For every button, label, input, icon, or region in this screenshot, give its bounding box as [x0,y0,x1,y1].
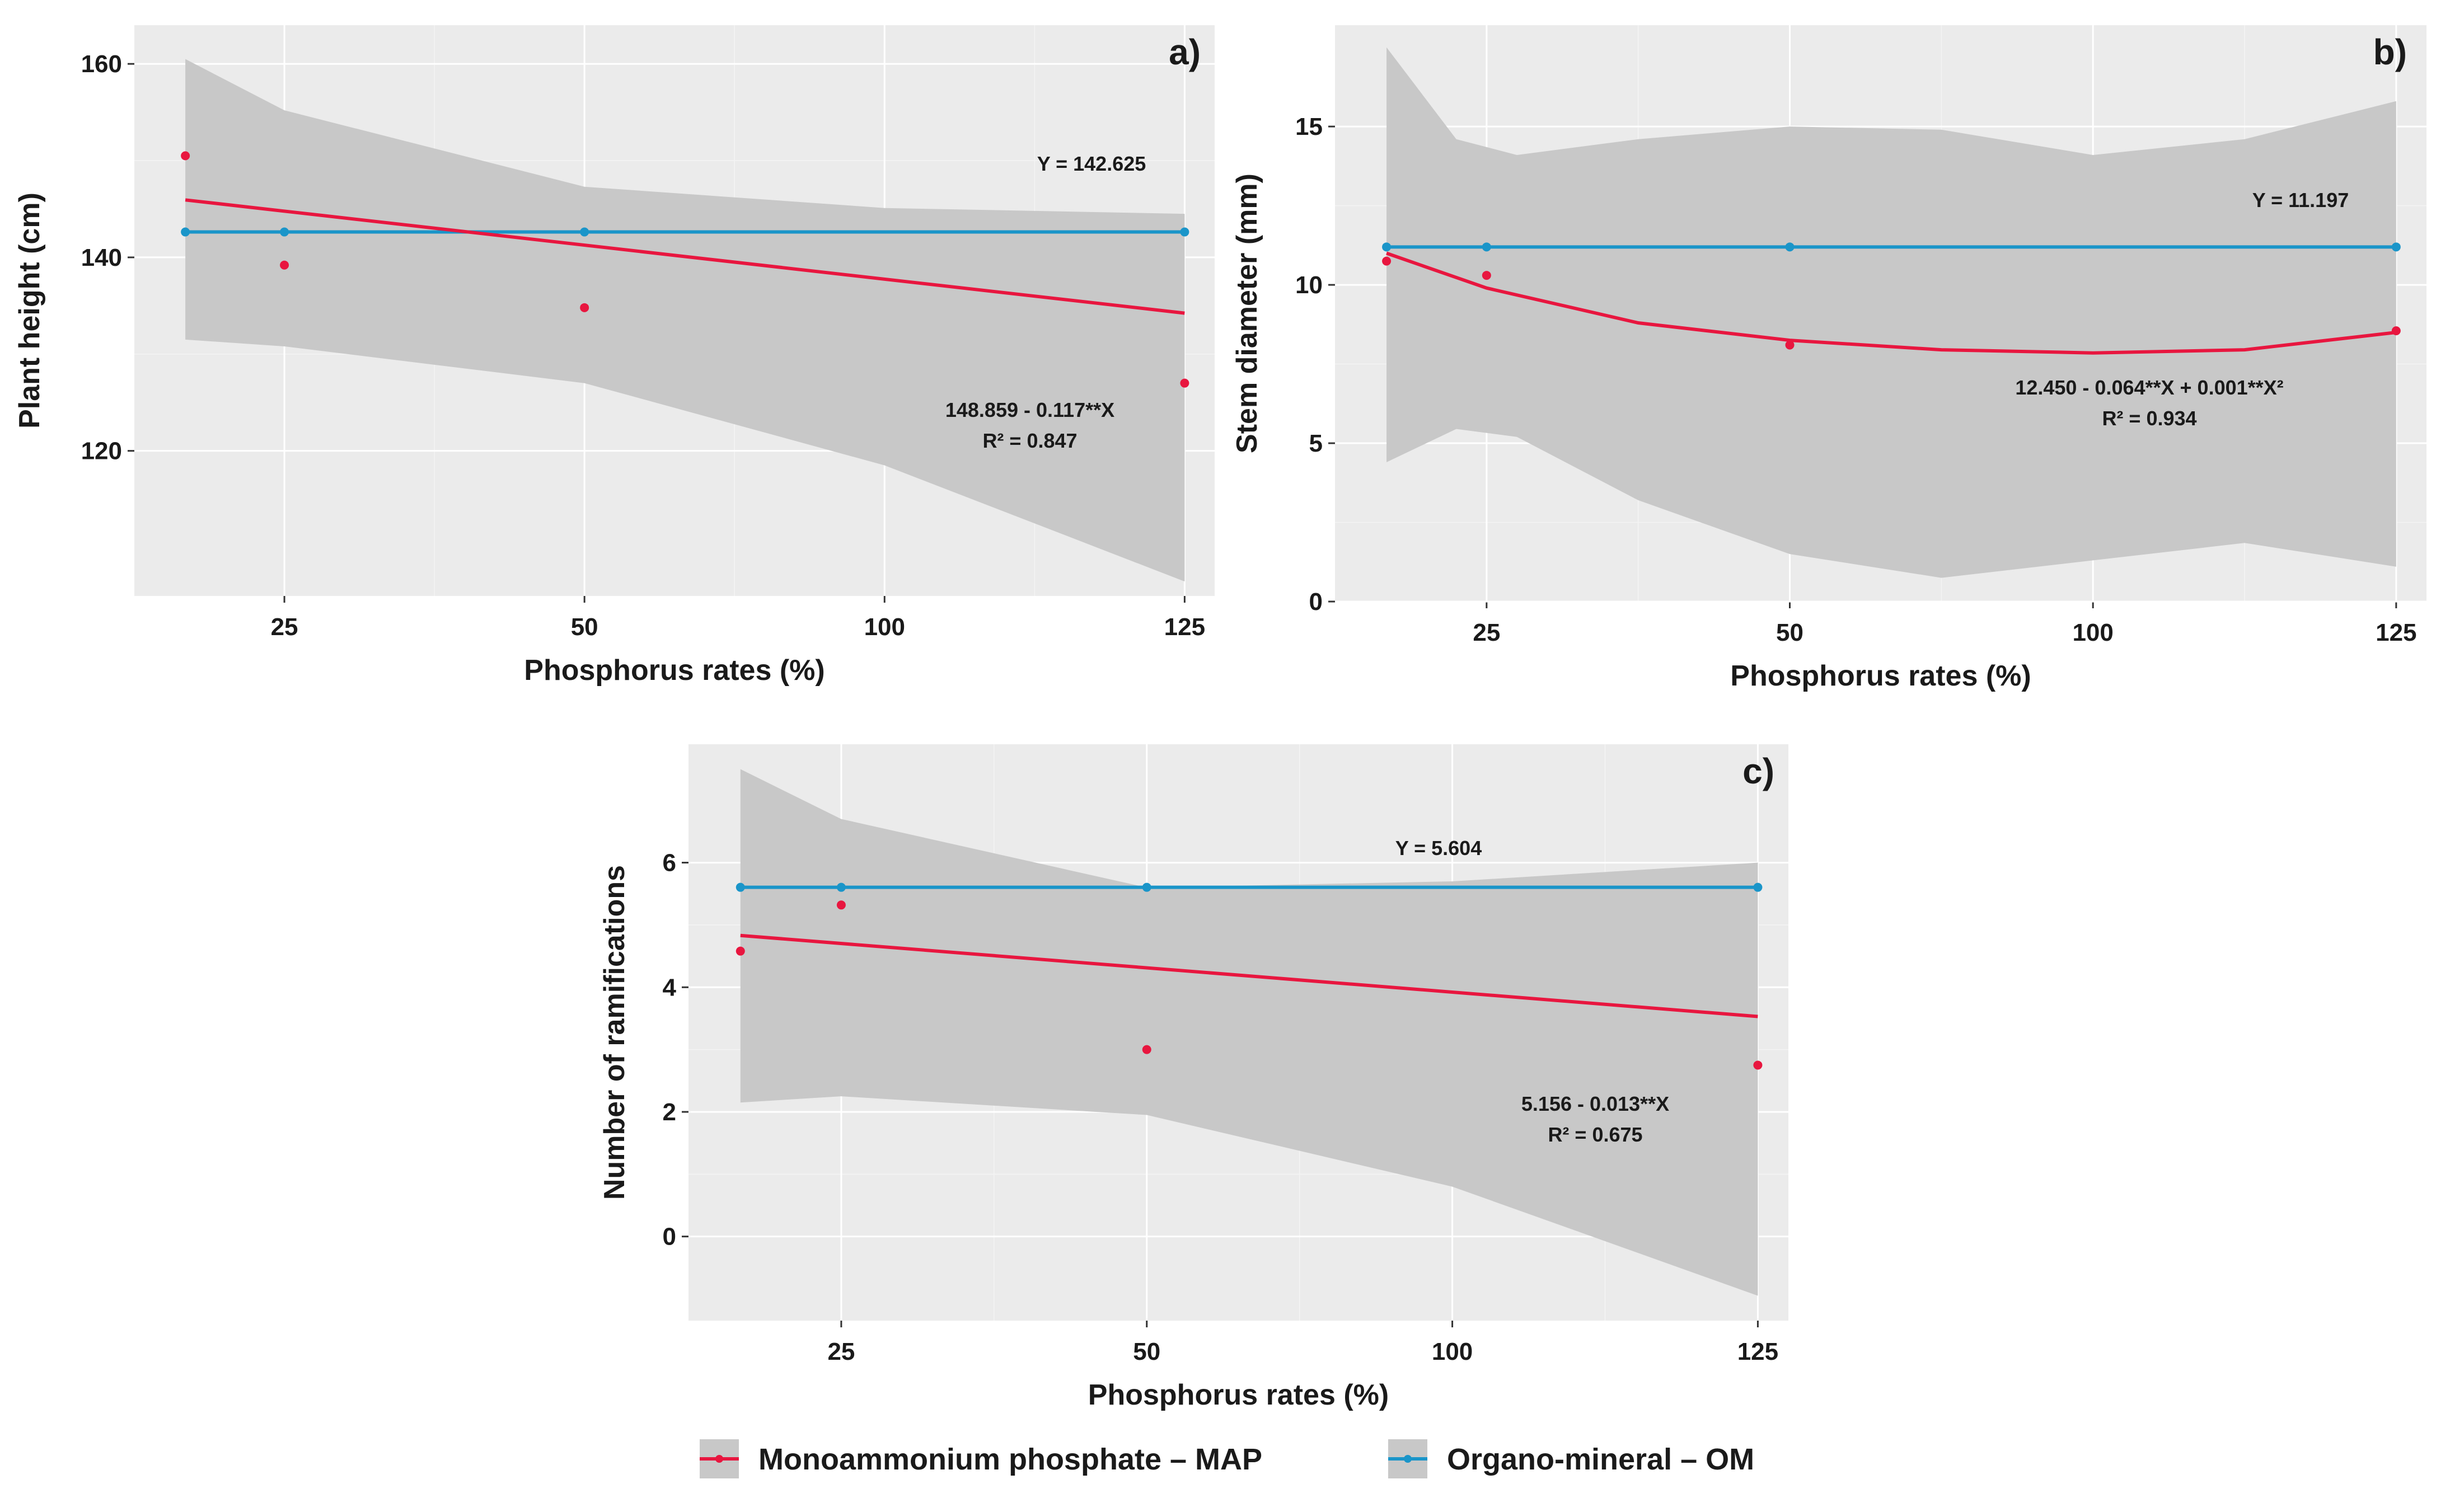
om-point [1382,242,1392,252]
legend-om-label: Organo-mineral – OM [1447,1443,1754,1476]
x-tick-label: 50 [1133,1338,1160,1365]
om-point [836,882,846,892]
legend-om-dot [1404,1455,1412,1463]
om-point [1785,242,1795,252]
map-r2-label: R² = 0.934 [2102,407,2196,430]
om-equation-label: Y = 5.604 [1395,837,1482,860]
y-tick-label: 15 [1295,113,1323,140]
om-point [1482,242,1491,252]
x-tick-label: 125 [1737,1338,1778,1365]
map-point [2391,326,2401,336]
om-point [580,227,589,237]
y-tick-label: 140 [81,244,122,271]
map-point [1142,1045,1151,1054]
map-point [736,946,745,956]
om-point [2391,242,2401,252]
map-point [1382,256,1392,266]
y-axis-title: Stem diameter (mm) [1231,173,1263,453]
panel-c: 25 50 100 125 0 2 4 6 c) Y = 5.604 5.156 - 0.013**… [598,744,1788,1411]
map-fit-line [185,198,1185,315]
y-tick-label: 4 [663,974,677,1001]
map-r2-label: R² = 0.847 [982,429,1077,452]
x-tick-label: 100 [2072,619,2113,646]
map-point [1482,271,1491,280]
confidence-band [1386,47,2396,578]
x-tick-label: 100 [864,613,905,641]
legend-map-dot [715,1455,723,1463]
x-axis-title: Phosphorus rates (%) [524,654,825,687]
y-tick-label: 0 [1309,588,1323,616]
map-equation-label: 5.156 - 0.013**X [1521,1092,1669,1115]
om-point [1142,882,1151,892]
om-equation-label: Y = 11.197 [2252,189,2349,212]
panel-a: 25 50 100 125 120 140 160 a) Y = 142.625 148.859 … [13,25,1215,687]
y-tick-label: 120 [81,438,122,465]
om-point [280,227,289,237]
y-tick-label: 5 [1309,430,1323,457]
panel-tag: a) [1169,32,1201,72]
x-tick-label: 50 [571,613,598,641]
map-equation-label: 12.450 - 0.064**X + 0.001**X² [2015,376,2283,399]
map-point [580,303,589,312]
om-point [736,882,745,892]
confidence-band [185,59,1185,582]
map-point [181,151,190,161]
map-point [280,260,289,270]
x-tick-label: 125 [1164,613,1205,641]
x-tick-label: 125 [2376,619,2416,646]
om-point [181,227,190,237]
y-tick-label: 6 [663,849,676,877]
confidence-band [740,769,1758,1296]
map-equation-label: 148.859 - 0.117**X [945,398,1114,421]
x-tick-label: 25 [1473,619,1500,646]
x-tick-label: 50 [1776,619,1803,646]
y-tick-label: 2 [663,1098,676,1126]
om-point [1180,227,1189,237]
y-tick-label: 160 [81,50,122,78]
x-tick-label: 100 [1432,1338,1473,1365]
x-tick-label: 25 [271,613,298,641]
om-equation-label: Y = 142.625 [1037,152,1146,175]
map-point [1753,1060,1763,1070]
om-point [1753,882,1763,892]
y-tick-label: 0 [663,1223,676,1251]
map-point [836,900,846,910]
x-axis-title: Phosphorus rates (%) [1088,1379,1389,1411]
legend: Monoammonium phosphate – MAP Organo-mine… [700,1439,1754,1478]
map-fit-line [740,933,1758,1018]
map-fit-line [1386,251,2397,355]
legend-map-label: Monoammonium phosphate – MAP [758,1443,1262,1476]
y-tick-label: 10 [1295,271,1323,299]
map-r2-label: R² = 0.675 [1548,1123,1642,1146]
y-axis-title: Number of ramifications [598,865,631,1200]
x-axis-title: Phosphorus rates (%) [1730,660,2031,692]
panel-tag: c) [1742,751,1774,791]
map-point [1785,340,1795,350]
panel-tag: b) [2373,32,2407,72]
map-point [1180,378,1189,388]
y-axis-title: Plant height (cm) [13,192,46,429]
panel-b: 25 50 100 125 0 5 10 15 b) Y = 11.197 12.450 - 0.0… [1231,25,2426,692]
x-tick-label: 25 [827,1338,855,1365]
